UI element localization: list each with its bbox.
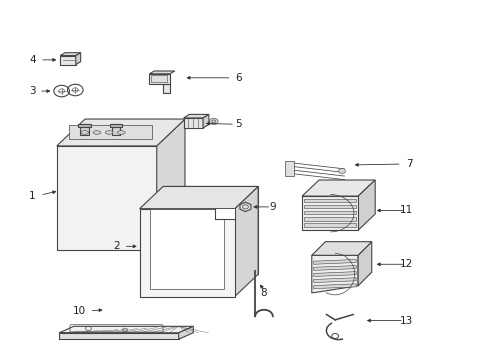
Circle shape (338, 168, 345, 174)
Polygon shape (304, 217, 355, 221)
Polygon shape (183, 114, 208, 118)
Polygon shape (234, 186, 258, 297)
Polygon shape (183, 118, 203, 128)
Text: 11: 11 (399, 206, 412, 216)
Polygon shape (313, 272, 355, 276)
Polygon shape (357, 180, 374, 230)
Ellipse shape (117, 131, 125, 134)
Polygon shape (150, 209, 224, 289)
Text: 6: 6 (235, 73, 242, 83)
Polygon shape (313, 266, 355, 270)
Polygon shape (215, 209, 234, 220)
Ellipse shape (93, 131, 101, 134)
Polygon shape (140, 209, 234, 297)
Text: 9: 9 (269, 202, 276, 212)
Polygon shape (357, 242, 371, 286)
FancyBboxPatch shape (69, 125, 151, 139)
Text: 10: 10 (73, 306, 86, 316)
Polygon shape (240, 202, 250, 212)
Text: 13: 13 (399, 316, 412, 325)
Polygon shape (203, 114, 208, 128)
Polygon shape (311, 242, 371, 255)
Polygon shape (311, 255, 357, 293)
Polygon shape (313, 278, 355, 283)
Polygon shape (76, 53, 81, 64)
Polygon shape (57, 146, 157, 250)
Polygon shape (163, 186, 258, 274)
Text: 3: 3 (29, 86, 36, 96)
Polygon shape (57, 119, 184, 146)
Polygon shape (109, 124, 122, 127)
Polygon shape (60, 53, 81, 55)
Polygon shape (313, 284, 355, 289)
Polygon shape (149, 71, 174, 74)
Polygon shape (140, 186, 258, 209)
Text: 1: 1 (29, 191, 36, 201)
Ellipse shape (81, 131, 88, 134)
Polygon shape (149, 74, 169, 84)
Text: 2: 2 (113, 241, 120, 251)
Text: 12: 12 (399, 259, 412, 269)
Polygon shape (304, 199, 355, 202)
Polygon shape (111, 125, 120, 135)
Polygon shape (304, 205, 355, 208)
Polygon shape (304, 211, 355, 215)
Polygon shape (178, 326, 193, 339)
Text: 4: 4 (29, 55, 36, 65)
Polygon shape (59, 333, 178, 339)
Text: 5: 5 (235, 120, 242, 129)
Text: 8: 8 (259, 288, 266, 298)
Circle shape (209, 118, 218, 125)
Polygon shape (302, 196, 357, 230)
Polygon shape (302, 180, 374, 196)
Polygon shape (59, 326, 193, 333)
Polygon shape (304, 223, 355, 226)
Polygon shape (80, 125, 88, 135)
Polygon shape (60, 55, 76, 64)
Polygon shape (78, 124, 90, 127)
FancyBboxPatch shape (151, 75, 166, 82)
Text: 7: 7 (405, 159, 412, 169)
FancyBboxPatch shape (285, 161, 294, 176)
Polygon shape (157, 119, 184, 250)
Polygon shape (313, 260, 355, 264)
Polygon shape (162, 84, 169, 93)
Ellipse shape (105, 131, 113, 134)
